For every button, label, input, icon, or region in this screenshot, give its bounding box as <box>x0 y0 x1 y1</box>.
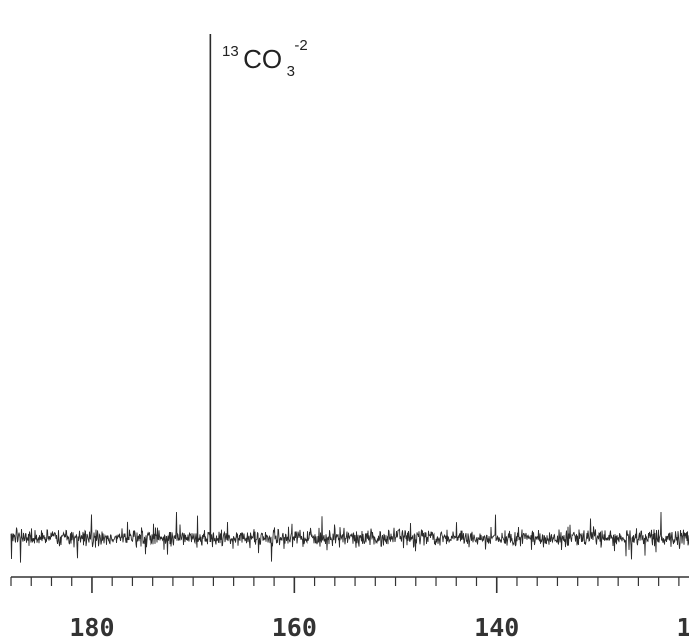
annotation-isotope: 13 <box>222 43 239 60</box>
annotation-formula: CO <box>243 44 282 74</box>
x-tick-label: 140 <box>474 613 519 640</box>
annotation-charge: -2 <box>294 37 307 54</box>
x-axis <box>10 576 689 593</box>
x-tick-label: 160 <box>272 613 317 640</box>
spectrum-baseline-trace <box>10 511 689 563</box>
tick-label-layer: 180 160 140 120 <box>69 613 689 640</box>
spectrum-trace-layer <box>10 34 689 563</box>
x-tick-label: 120 <box>677 613 689 640</box>
annotation-subscript: 3 <box>287 63 295 80</box>
x-tick-label: 180 <box>69 613 114 640</box>
peak-annotation: 13 CO 3 -2 <box>222 37 308 80</box>
